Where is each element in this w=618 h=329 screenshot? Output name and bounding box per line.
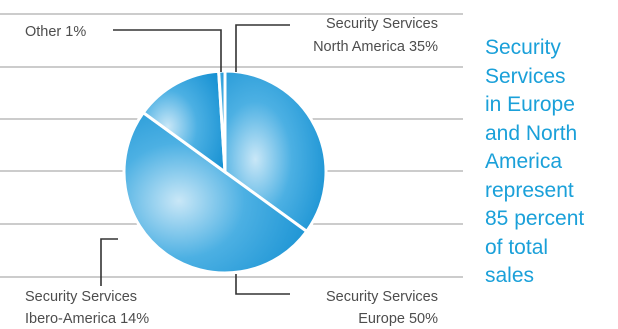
- side-note-line: of total: [485, 235, 549, 259]
- pie-slices: [122, 69, 328, 275]
- side-note-line: in Europe: [485, 93, 575, 116]
- slice-other: [217, 69, 227, 173]
- side-note-line: America: [485, 150, 563, 173]
- side-note-line: 85 percent: [485, 207, 585, 230]
- side-note-line: and North: [485, 121, 578, 145]
- leader-other: [113, 29, 222, 72]
- side-note-line: Security: [485, 36, 561, 59]
- leader-ibero-america: [100, 238, 118, 286]
- slice-label-ibero-america: Security Services: [25, 289, 137, 305]
- slice-label-north-america: Security Services: [326, 16, 438, 32]
- slice-ibero-america: [141, 69, 227, 176]
- leader-europe: [235, 274, 290, 295]
- side-note-line: sales: [485, 264, 535, 287]
- side-note-line: Services: [485, 64, 566, 88]
- slice-north-america: [223, 69, 328, 234]
- leader-lines: [100, 24, 290, 295]
- slice-label-ibero-america-line2: Ibero-America 14%: [25, 311, 149, 327]
- side-note-line: represent: [485, 178, 574, 202]
- slice-label-europe-line2: Europe 50%: [358, 311, 438, 327]
- slice-europe: [122, 110, 309, 275]
- slice-label-north-america-line2: North America 35%: [313, 39, 438, 55]
- side-note: Security Services in Europe and North Am…: [485, 34, 615, 291]
- leader-north-america: [235, 24, 290, 72]
- slice-label-europe: Security Services: [326, 289, 438, 305]
- slice-label-other: Other 1%: [25, 24, 86, 40]
